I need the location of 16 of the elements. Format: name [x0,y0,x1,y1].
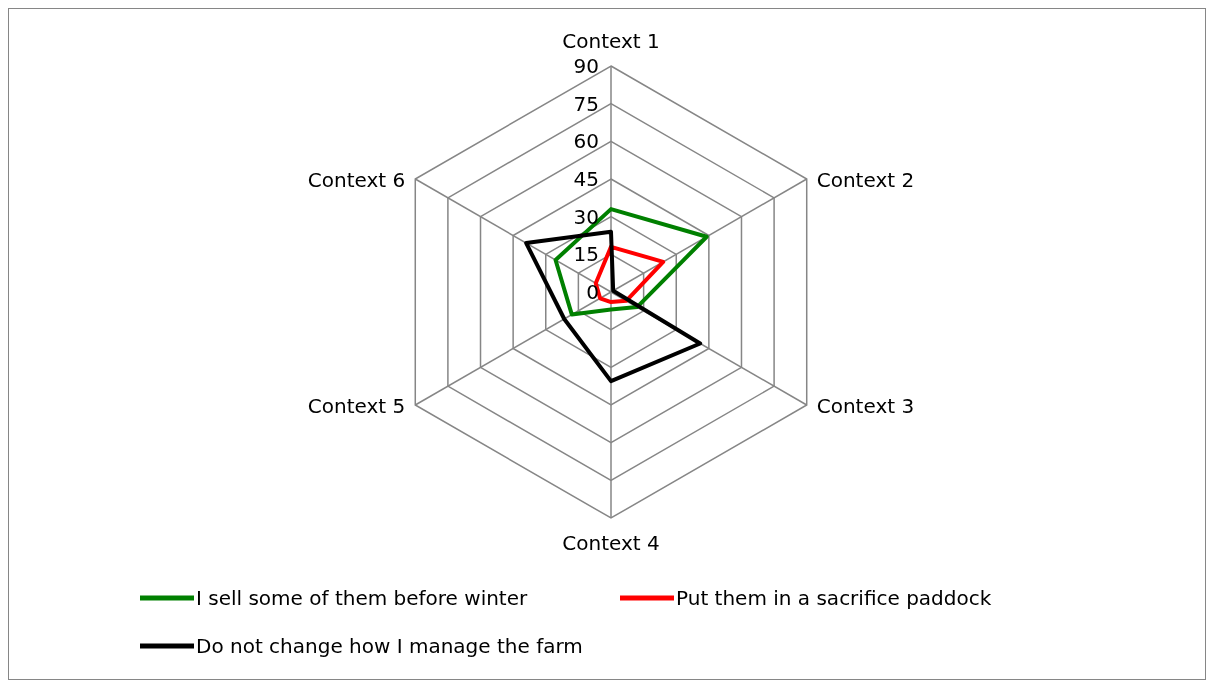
y-tick-label: 45 [573,167,599,191]
spoke-label: Context 2 [816,168,915,192]
spoke-label: Context 5 [307,394,406,418]
y-tick-label: 60 [573,129,599,154]
y-tick-label: 90 [573,54,599,78]
y-tick-label: 0 [586,280,599,304]
y-tick-label: 15 [573,242,599,267]
spoke-label: Context 3 [816,394,915,418]
legend-label: I sell some of them before winter [196,586,529,610]
y-tick-label: 30 [573,204,599,229]
spoke-label: Context 6 [307,168,406,192]
legend-label: Put them in a sacrifice paddock [676,586,992,610]
spoke-label: Context 4 [562,531,660,555]
legend-label: Do not change how I manage the farm [196,634,583,658]
spoke-label: Context 1 [562,29,660,53]
y-tick-label: 75 [573,91,599,116]
